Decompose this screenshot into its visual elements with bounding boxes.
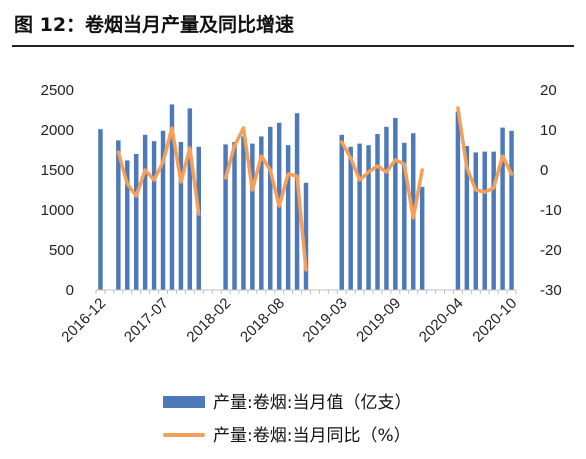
title-divider bbox=[12, 45, 574, 47]
bar bbox=[259, 136, 264, 290]
bar bbox=[500, 127, 505, 290]
line-segment bbox=[456, 106, 514, 194]
bar bbox=[357, 143, 362, 290]
x-tick-label: 2020-04 bbox=[416, 295, 467, 346]
line-segment bbox=[223, 126, 308, 272]
bar bbox=[196, 146, 201, 290]
left-tick-label: 0 bbox=[66, 282, 74, 299]
bar bbox=[142, 134, 148, 290]
left-tick-label: 1500 bbox=[41, 162, 74, 179]
bar-series bbox=[98, 104, 514, 291]
bar bbox=[223, 144, 228, 290]
bar bbox=[116, 140, 121, 290]
bar bbox=[133, 154, 139, 290]
line-series bbox=[116, 106, 514, 272]
x-tick-label: 2020-10 bbox=[469, 295, 520, 346]
bar bbox=[241, 136, 246, 290]
bar bbox=[178, 142, 184, 290]
bar bbox=[402, 142, 407, 290]
left-tick-label: 1000 bbox=[41, 202, 74, 219]
bar bbox=[384, 126, 389, 290]
bar bbox=[366, 145, 371, 290]
x-tick-label: 2016-12 bbox=[58, 295, 109, 346]
bar bbox=[268, 126, 273, 290]
bar bbox=[419, 186, 425, 290]
line-segment bbox=[116, 126, 201, 216]
bar bbox=[187, 108, 193, 291]
bar bbox=[125, 160, 130, 290]
bar bbox=[393, 118, 398, 290]
bar bbox=[348, 146, 353, 290]
left-tick-label: 2500 bbox=[41, 82, 74, 99]
x-tick-label: 2017-07 bbox=[121, 295, 172, 346]
bar bbox=[250, 143, 255, 290]
bar bbox=[509, 130, 514, 290]
x-tick-label: 2018-08 bbox=[237, 295, 288, 346]
bar bbox=[455, 111, 461, 290]
bar bbox=[285, 145, 291, 290]
bar bbox=[464, 146, 470, 290]
legend-line-swatch bbox=[163, 433, 205, 437]
bar bbox=[375, 134, 380, 290]
bar bbox=[473, 152, 479, 290]
bar bbox=[482, 151, 487, 290]
right-tick-label: 20 bbox=[540, 82, 557, 99]
right-tick-label: -20 bbox=[540, 242, 562, 259]
x-tick-label: 2018-02 bbox=[183, 295, 234, 346]
legend-bar-swatch bbox=[163, 396, 205, 408]
bar bbox=[294, 113, 300, 290]
line-segment bbox=[339, 140, 424, 220]
bar bbox=[339, 134, 344, 290]
bar bbox=[160, 130, 166, 290]
bar bbox=[98, 129, 103, 290]
bar bbox=[232, 142, 237, 290]
right-tick-label: -10 bbox=[540, 202, 562, 219]
bar bbox=[491, 151, 496, 290]
legend-label-bar: 产量:卷烟:当月值（亿支） bbox=[213, 393, 412, 413]
left-tick-label: 500 bbox=[49, 242, 74, 259]
x-tick-label: 2019-09 bbox=[353, 295, 404, 346]
figure-title: 图 12：卷烟当月产量及同比增速 bbox=[14, 14, 295, 36]
bar bbox=[303, 182, 309, 290]
right-tick-label: 0 bbox=[540, 162, 548, 179]
bar bbox=[169, 104, 175, 291]
right-tick-label: -30 bbox=[540, 282, 562, 299]
right-tick-label: 10 bbox=[540, 122, 557, 139]
x-tick-label: 2019-03 bbox=[300, 295, 351, 346]
bar bbox=[151, 141, 157, 290]
legend-label-line: 产量:卷烟:当月同比（%） bbox=[213, 426, 411, 446]
left-tick-label: 2000 bbox=[41, 122, 74, 139]
